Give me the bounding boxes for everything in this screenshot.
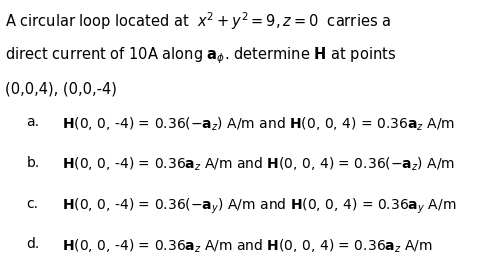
Text: $\mathbf{H}$(0, 0, -4) = 0.36$\mathbf{a}_z$ A/m and $\mathbf{H}$(0, 0, 4) = 0.36: $\mathbf{H}$(0, 0, -4) = 0.36$\mathbf{a}… <box>62 156 456 173</box>
Text: b.: b. <box>26 156 40 170</box>
Text: $\mathbf{H}$(0, 0, -4) = 0.36($-\mathbf{a}_z$) A/m and $\mathbf{H}$(0, 0, 4) = 0: $\mathbf{H}$(0, 0, -4) = 0.36($-\mathbf{… <box>62 115 456 133</box>
Text: d.: d. <box>26 237 40 251</box>
Text: a.: a. <box>26 115 39 129</box>
Text: A circular loop located at  $x^2 + y^2 = 9, z = 0$  carries a: A circular loop located at $x^2 + y^2 = … <box>5 10 391 32</box>
Text: c.: c. <box>26 196 38 210</box>
Text: $\mathbf{H}$(0, 0, -4) = 0.36$\mathbf{a}_z$ A/m and $\mathbf{H}$(0, 0, 4) = 0.36: $\mathbf{H}$(0, 0, -4) = 0.36$\mathbf{a}… <box>62 237 433 254</box>
Text: $\mathbf{H}$(0, 0, -4) = 0.36($-\mathbf{a}_y$) A/m and $\mathbf{H}$(0, 0, 4) = 0: $\mathbf{H}$(0, 0, -4) = 0.36($-\mathbf{… <box>62 196 456 216</box>
Text: (0,0,4), (0,0,-4): (0,0,4), (0,0,-4) <box>5 81 117 96</box>
Text: direct current of 10A along $\mathbf{a}_{\phi}$. determine $\mathbf{H}$ at point: direct current of 10A along $\mathbf{a}_… <box>5 46 396 67</box>
